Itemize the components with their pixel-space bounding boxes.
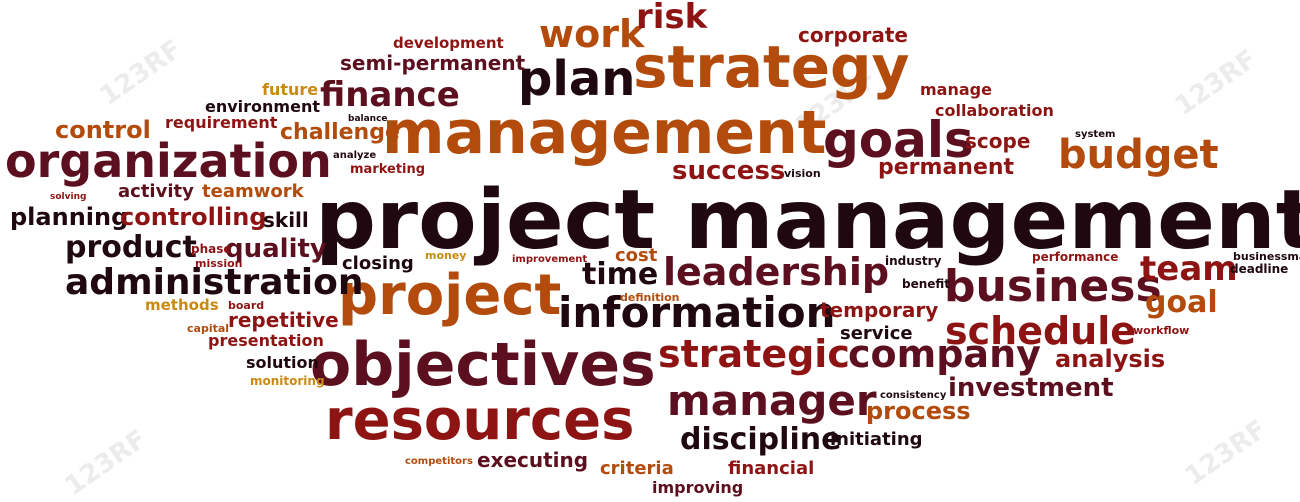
- word-financial: financial: [728, 458, 815, 479]
- word-money: money: [425, 249, 467, 262]
- word-discipline: discipline: [680, 422, 842, 457]
- word-scope: scope: [965, 129, 1031, 153]
- word-workflow: workflow: [1133, 324, 1190, 337]
- word-planning: planning: [10, 203, 129, 231]
- watermark: 123RF: [94, 34, 188, 112]
- word-quality: quality: [225, 234, 327, 264]
- word-skill: skill: [263, 208, 309, 232]
- watermark: 123RF: [59, 424, 153, 502]
- word-analyze: analyze: [333, 150, 377, 161]
- word-definition: definition: [620, 291, 680, 304]
- word-semi-permanent: semi-permanent: [340, 51, 526, 75]
- word-resources: resources: [325, 388, 635, 453]
- word-strategy: strategy: [633, 33, 910, 101]
- word-work: work: [539, 12, 645, 56]
- word-administration: administration: [65, 262, 364, 303]
- word-business: business: [944, 261, 1162, 312]
- word-marketing: marketing: [350, 162, 426, 177]
- word-goals: goals: [823, 111, 974, 169]
- word-process: process: [866, 397, 971, 425]
- word-product: product: [65, 230, 197, 265]
- word-criteria: criteria: [600, 458, 674, 479]
- word-solving: solving: [50, 192, 87, 202]
- word-objectives: objectives: [310, 330, 656, 400]
- word-budget: budget: [1058, 132, 1219, 178]
- word-solution: solution: [246, 353, 319, 372]
- word-consistency: consistency: [880, 390, 947, 401]
- word-strategic: strategic: [658, 332, 850, 376]
- word-activity: activity: [118, 181, 194, 202]
- word-risk: risk: [636, 0, 708, 37]
- word-performance: performance: [1032, 250, 1119, 264]
- word-control: control: [55, 116, 151, 144]
- word-system: system: [1075, 129, 1116, 140]
- word-company: company: [848, 332, 1041, 376]
- word-team: team: [1140, 249, 1238, 289]
- watermark: 123RF: [1179, 414, 1273, 492]
- word-investment: investment: [948, 373, 1114, 403]
- word-closing: closing: [342, 253, 414, 274]
- word-environment: environment: [205, 97, 320, 116]
- word-mission: mission: [195, 257, 243, 270]
- word-project: project: [338, 263, 562, 328]
- word-methods: methods: [145, 296, 219, 314]
- word-initiating: initiating: [830, 429, 923, 450]
- word-time: time: [582, 257, 659, 292]
- word-information: information: [558, 288, 836, 337]
- word-competitors: competitors: [405, 456, 473, 467]
- word-organization: organization: [5, 134, 332, 188]
- word-presentation: presentation: [208, 331, 324, 350]
- word-executing: executing: [477, 448, 589, 472]
- word-temporary: temporary: [820, 298, 939, 322]
- word-deadline: deadline: [1230, 262, 1289, 276]
- word-businessman: businessman: [1233, 250, 1300, 263]
- word-challenge: challenge: [280, 120, 400, 145]
- word-manager: manager: [667, 376, 877, 425]
- word-teamwork: teamwork: [202, 181, 304, 202]
- word-goal: goal: [1145, 285, 1218, 320]
- word-capital: capital: [187, 322, 230, 335]
- word-balance: balance: [348, 114, 388, 124]
- word-finance: finance: [320, 75, 460, 115]
- word-schedule: schedule: [945, 309, 1137, 353]
- word-future: future: [262, 80, 319, 99]
- word-board: board: [228, 299, 265, 312]
- word-requirement: requirement: [165, 113, 278, 132]
- word-vision: vision: [784, 167, 821, 180]
- word-development: development: [393, 34, 504, 52]
- word-success: success: [672, 156, 786, 186]
- word-cost: cost: [615, 245, 658, 266]
- word-phase: phase: [191, 242, 232, 256]
- word-permanent: permanent: [878, 155, 1015, 180]
- word-collaboration: collaboration: [935, 101, 1054, 120]
- word-industry: industry: [885, 254, 942, 268]
- word-improving: improving: [652, 478, 744, 497]
- word-plan: plan: [518, 51, 636, 107]
- word-improvement: improvement: [512, 254, 588, 265]
- word-manage: manage: [920, 80, 992, 99]
- word-management: management: [382, 98, 827, 168]
- word-service: service: [840, 323, 913, 344]
- word-monitoring: monitoring: [250, 374, 325, 388]
- word-leadership: leadership: [663, 250, 890, 294]
- word-corporate: corporate: [798, 23, 908, 47]
- word-repetitive: repetitive: [228, 308, 339, 332]
- watermark: 123RF: [1169, 44, 1263, 122]
- word-analysis: analysis: [1055, 345, 1166, 373]
- word-controlling: controlling: [120, 203, 267, 231]
- word-project-management: project management: [315, 173, 1300, 268]
- word-benefit: benefit: [902, 277, 951, 291]
